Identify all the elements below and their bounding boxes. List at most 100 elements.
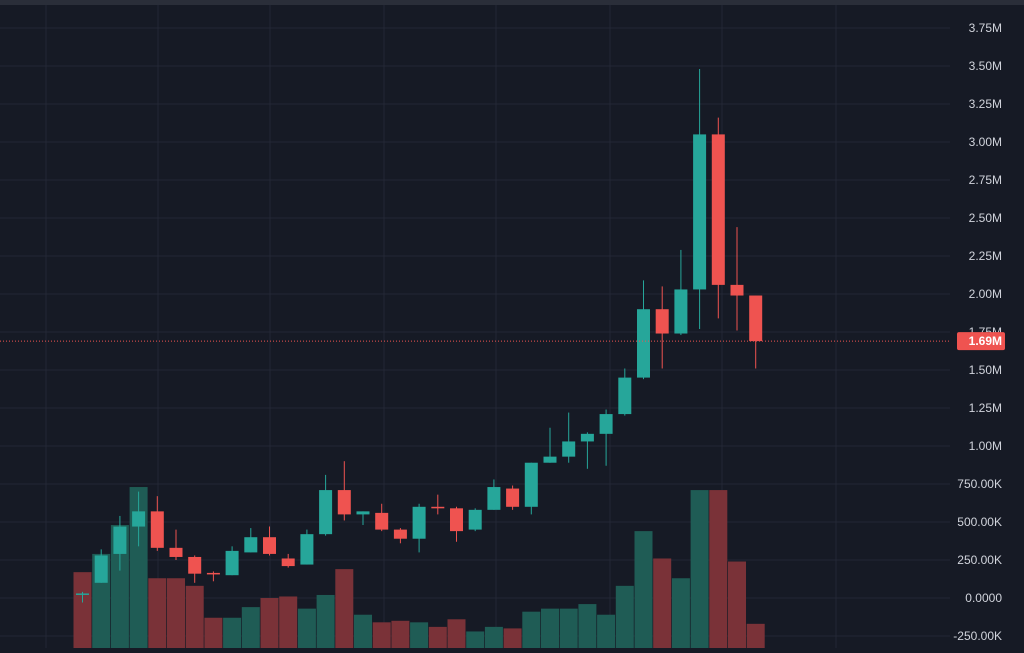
candle[interactable] [319, 474, 333, 536]
candle-body [206, 572, 220, 575]
candle-body [506, 488, 520, 507]
candle[interactable] [693, 69, 707, 329]
axis-tick-label: 1.00M [969, 439, 1002, 453]
volume-bar [110, 525, 129, 648]
candle[interactable] [281, 553, 295, 568]
candle[interactable] [431, 494, 445, 515]
volume-bar [73, 572, 92, 648]
volume-bar [559, 608, 578, 648]
axis-tick-label: 500.00K [957, 515, 1002, 529]
volume-bar [410, 622, 429, 648]
candle[interactable] [543, 427, 557, 463]
candle-body [244, 537, 258, 553]
candle[interactable] [580, 432, 594, 469]
volume-bar [653, 558, 672, 648]
candle[interactable] [524, 462, 538, 515]
volume-layer [73, 487, 765, 648]
candle[interactable] [674, 249, 688, 336]
top-border [0, 0, 1024, 5]
candle[interactable] [393, 528, 407, 544]
volume-bar [354, 614, 372, 648]
volume-bar [503, 628, 522, 648]
candle-body [431, 506, 445, 509]
candle-body [562, 441, 576, 457]
volume-bar [204, 617, 223, 648]
candle-body [113, 526, 127, 554]
candle-body [711, 134, 725, 285]
axis-tick-label: 2.75M [969, 173, 1002, 187]
volume-bar [746, 623, 765, 648]
volume-bar [615, 585, 634, 648]
candle[interactable] [76, 591, 89, 603]
candle[interactable] [562, 412, 576, 463]
volume-bar [129, 487, 148, 648]
volume-bar [316, 594, 335, 648]
candle-body [225, 550, 239, 576]
candle[interactable] [263, 526, 276, 556]
candle[interactable] [337, 461, 351, 521]
candle[interactable] [375, 503, 389, 532]
candle[interactable] [637, 280, 650, 380]
axis-tick-label: 250.00K [957, 553, 1002, 567]
candle[interactable] [94, 549, 108, 583]
volume-bar [260, 598, 279, 648]
candle[interactable] [487, 479, 501, 510]
volume-bar [709, 490, 728, 648]
candle[interactable] [468, 508, 482, 532]
candle-body [76, 593, 89, 595]
axis-tick-label: 3.50M [969, 59, 1002, 73]
volume-bar [522, 611, 541, 648]
candle[interactable] [506, 485, 520, 510]
axis-tick-label: 2.00M [969, 287, 1002, 301]
candle-layer [76, 69, 763, 603]
candle-body [188, 556, 202, 574]
candle-body [599, 414, 613, 434]
volume-bar [241, 607, 260, 648]
candle[interactable] [730, 227, 744, 331]
candle-body [450, 508, 463, 532]
candle-body [281, 558, 295, 567]
candle[interactable] [655, 286, 669, 369]
candle-body [337, 490, 351, 515]
candle[interactable] [711, 117, 725, 319]
candle[interactable] [356, 511, 370, 526]
volume-bar [597, 614, 616, 648]
candle-body [94, 555, 108, 583]
volume-bar [690, 490, 709, 648]
volume-bar [578, 604, 597, 648]
candle-body [356, 511, 370, 515]
candle[interactable] [169, 529, 183, 560]
axis-tick-label: 3.25M [969, 97, 1002, 111]
candle[interactable] [150, 496, 164, 551]
axis-tick-label: 2.50M [969, 211, 1002, 225]
candle[interactable] [618, 368, 632, 416]
candle[interactable] [412, 503, 426, 553]
volume-bar [335, 569, 354, 648]
candle-body [693, 134, 707, 290]
candle-body [468, 509, 482, 530]
candle-body [263, 537, 276, 554]
candle[interactable] [749, 295, 763, 369]
candle[interactable] [244, 528, 258, 553]
axis-tick-label: 0.0000 [965, 591, 1002, 605]
candle[interactable] [300, 529, 314, 565]
volume-bar [541, 608, 559, 648]
candle[interactable] [225, 546, 239, 576]
volume-bar [447, 619, 466, 648]
candle-body [375, 512, 389, 530]
volume-bar [391, 620, 410, 648]
volume-bar [671, 578, 690, 648]
candle[interactable] [188, 555, 202, 583]
candle-body [749, 295, 763, 342]
candle[interactable] [450, 506, 463, 542]
candle[interactable] [113, 515, 127, 571]
candle[interactable] [132, 491, 146, 547]
candle[interactable] [599, 409, 613, 466]
volume-bar [634, 531, 653, 648]
axis-tick-label: 1.25M [969, 401, 1002, 415]
volume-bar [484, 626, 503, 648]
candle[interactable] [206, 571, 220, 582]
